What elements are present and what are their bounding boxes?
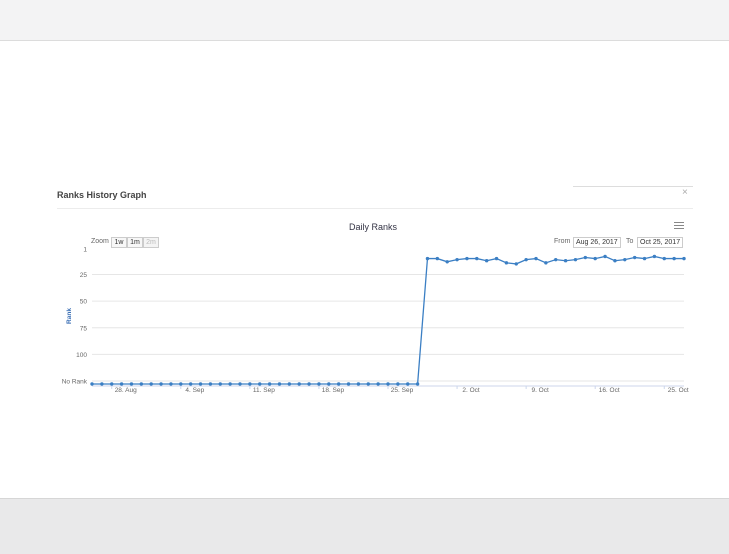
data-point bbox=[524, 257, 528, 262]
data-point bbox=[139, 382, 144, 386]
from-label: From bbox=[554, 238, 571, 245]
data-point bbox=[100, 382, 104, 386]
data-point bbox=[603, 254, 607, 259]
search-underline[interactable] bbox=[573, 186, 693, 187]
data-point bbox=[366, 382, 370, 386]
data-point bbox=[238, 382, 242, 386]
zoom-label: Zoom bbox=[91, 238, 109, 245]
x-tick-label: 11. Sep bbox=[253, 387, 275, 394]
y-tick-label: 50 bbox=[80, 299, 88, 306]
y-tick-label: 75 bbox=[80, 325, 88, 332]
data-point bbox=[287, 382, 292, 386]
data-point bbox=[307, 382, 311, 386]
data-point bbox=[129, 382, 134, 386]
data-point bbox=[514, 262, 518, 266]
chart-menu-icon[interactable] bbox=[674, 222, 684, 231]
data-point bbox=[415, 382, 420, 386]
data-point bbox=[267, 382, 272, 386]
to-label: To bbox=[626, 238, 634, 245]
zoom-2m-button[interactable]: 2m bbox=[143, 237, 159, 248]
y-axis-title: Rank bbox=[66, 308, 73, 324]
data-point bbox=[406, 382, 410, 386]
data-point bbox=[110, 382, 114, 386]
data-point bbox=[119, 382, 124, 386]
data-point bbox=[445, 260, 449, 264]
data-point bbox=[425, 256, 430, 261]
chart-title: Daily Ranks bbox=[348, 222, 397, 232]
data-point bbox=[396, 382, 400, 386]
data-point bbox=[593, 256, 597, 261]
data-point bbox=[327, 382, 331, 386]
x-tick-label: 9. Oct bbox=[531, 387, 549, 394]
data-point bbox=[218, 382, 222, 386]
data-point bbox=[494, 256, 499, 261]
data-point bbox=[188, 382, 193, 386]
zoom-1w-button[interactable]: 1w bbox=[111, 237, 127, 248]
data-point bbox=[149, 382, 153, 386]
data-point bbox=[376, 382, 380, 386]
x-tick-label: 16. Oct bbox=[599, 387, 620, 394]
data-point bbox=[179, 382, 183, 386]
data-point bbox=[297, 382, 301, 386]
modal-divider bbox=[57, 208, 693, 209]
data-point bbox=[544, 261, 548, 265]
content-panel bbox=[0, 41, 729, 499]
data-point bbox=[435, 256, 440, 261]
to-date-input[interactable]: Oct 25, 2017 bbox=[637, 237, 684, 248]
x-tick-label: 2. Oct bbox=[462, 387, 480, 394]
data-point bbox=[386, 382, 390, 386]
y-tick-label: 100 bbox=[76, 352, 87, 359]
y-tick-label: 25 bbox=[80, 272, 88, 279]
data-point bbox=[346, 382, 351, 386]
data-point bbox=[563, 259, 568, 263]
data-point bbox=[258, 382, 262, 386]
data-point bbox=[573, 257, 578, 262]
x-tick-label: 4. Sep bbox=[185, 387, 204, 394]
data-point bbox=[682, 256, 686, 261]
data-point bbox=[632, 255, 637, 260]
zoom-1m-button[interactable]: 1m bbox=[127, 237, 143, 248]
x-tick-label: 25. Oct bbox=[668, 387, 689, 394]
close-icon[interactable]: × bbox=[682, 187, 688, 198]
from-date-input[interactable]: Aug 26, 2017 bbox=[573, 237, 621, 248]
data-point bbox=[642, 256, 647, 261]
data-point bbox=[455, 257, 459, 262]
data-point bbox=[317, 382, 321, 386]
data-point bbox=[554, 257, 558, 262]
data-point bbox=[248, 382, 252, 386]
data-point bbox=[169, 382, 173, 386]
data-point bbox=[277, 382, 282, 386]
data-point bbox=[652, 254, 657, 259]
data-point bbox=[356, 382, 361, 386]
data-point bbox=[583, 255, 588, 260]
data-point bbox=[465, 256, 469, 261]
data-point bbox=[623, 257, 627, 262]
data-point bbox=[90, 382, 94, 386]
data-point bbox=[504, 261, 509, 265]
data-point bbox=[228, 382, 232, 386]
data-point bbox=[484, 259, 489, 263]
x-tick-label: 28. Aug bbox=[115, 387, 137, 394]
data-point bbox=[475, 256, 479, 261]
x-tick-label: 25. Sep bbox=[391, 387, 414, 394]
series-line bbox=[92, 255, 684, 385]
top-bar bbox=[0, 0, 729, 41]
data-point bbox=[198, 382, 203, 386]
data-point bbox=[672, 256, 676, 261]
y-tick-label: 1 bbox=[83, 247, 87, 254]
modal-title: Ranks History Graph bbox=[57, 190, 147, 200]
x-tick-label: 18. Sep bbox=[322, 387, 345, 394]
data-point bbox=[336, 382, 341, 386]
data-point bbox=[662, 256, 666, 261]
data-point bbox=[208, 382, 213, 386]
y-tick-label: No Rank bbox=[62, 379, 88, 386]
data-point bbox=[613, 259, 617, 263]
data-point bbox=[159, 382, 163, 386]
data-point bbox=[534, 256, 538, 261]
